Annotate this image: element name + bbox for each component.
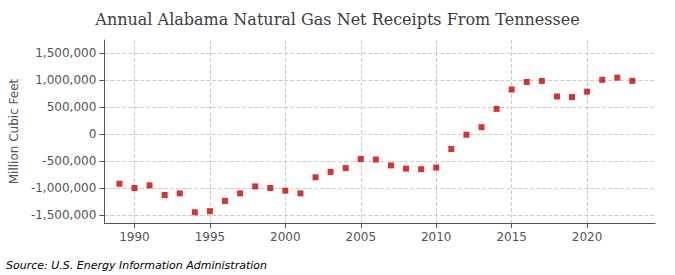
svg-text:2010: 2010 — [421, 230, 452, 244]
svg-text:0: 0 — [89, 127, 97, 141]
svg-text:2005: 2005 — [346, 230, 377, 244]
svg-text:2015: 2015 — [496, 230, 527, 244]
svg-text:1,000,000: 1,000,000 — [35, 73, 96, 87]
svg-text:2000: 2000 — [270, 230, 301, 244]
svg-text:Million Cubic Feet: Million Cubic Feet — [7, 78, 21, 184]
svg-text:2020: 2020 — [572, 230, 603, 244]
svg-text:500,000: 500,000 — [47, 100, 97, 114]
svg-text:-500,000: -500,000 — [42, 154, 96, 168]
svg-text:Annual Alabama Natural Gas Net: Annual Alabama Natural Gas Net Receipts … — [94, 10, 579, 29]
svg-text:1995: 1995 — [195, 230, 226, 244]
svg-text:Source: U.S. Energy Informatio: Source: U.S. Energy Information Administ… — [6, 259, 267, 272]
svg-text:1,500,000: 1,500,000 — [35, 46, 96, 60]
svg-text:1990: 1990 — [119, 230, 150, 244]
svg-text:-1,500,000: -1,500,000 — [31, 208, 96, 222]
svg-text:-1,000,000: -1,000,000 — [31, 181, 96, 195]
